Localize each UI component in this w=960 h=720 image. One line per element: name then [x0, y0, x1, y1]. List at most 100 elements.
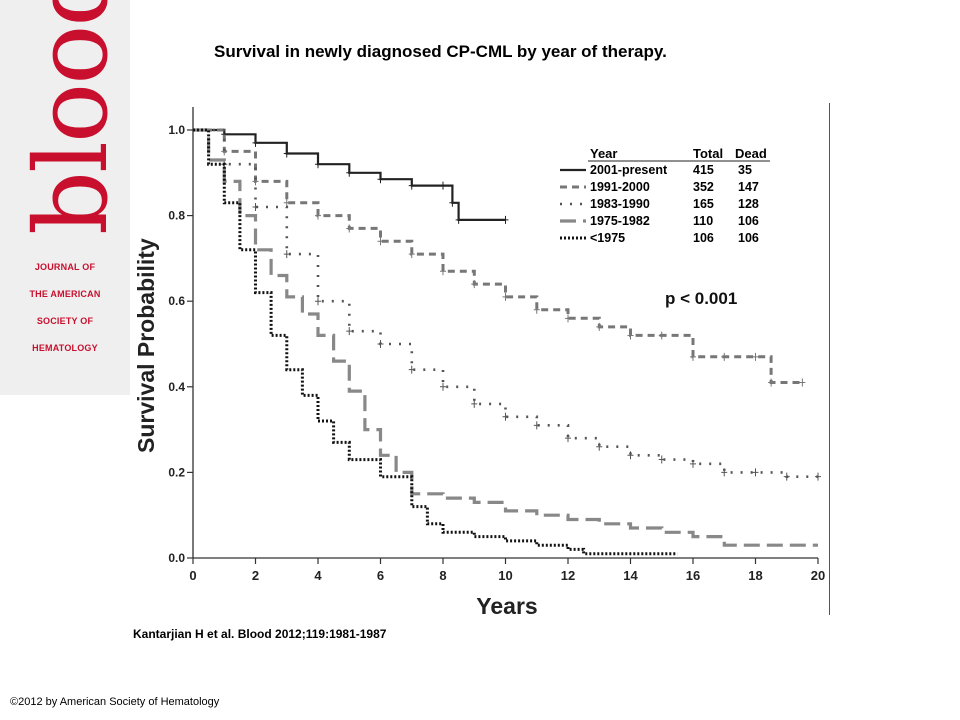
censor-mark [283, 149, 290, 158]
censor-mark [799, 378, 806, 387]
censor-mark [440, 181, 446, 190]
x-tick-label: 12 [561, 568, 575, 583]
censor-mark [627, 451, 634, 460]
legend-dead: 147 [738, 180, 759, 194]
legend-dead: 35 [738, 163, 752, 177]
x-tick-label: 14 [623, 568, 638, 583]
censor-mark [377, 175, 384, 184]
censor-mark [471, 399, 478, 408]
censor-mark [408, 365, 415, 374]
y-axis-label: Survival Probability [133, 238, 159, 453]
legend-total: 106 [693, 231, 714, 245]
censor-mark [533, 421, 540, 430]
censor-mark [596, 322, 603, 331]
y-tick-label: 0.6 [168, 294, 185, 308]
censor-mark [783, 472, 790, 481]
censor-mark [502, 412, 509, 421]
censor-mark [346, 224, 353, 233]
censor-mark [315, 160, 321, 169]
x-tick-label: 10 [498, 568, 512, 583]
legend-total: 165 [693, 197, 714, 211]
censor-mark [690, 352, 696, 361]
censor-mark [252, 138, 259, 147]
censor-mark [690, 459, 696, 468]
censor-mark [721, 468, 728, 477]
censor-mark [449, 198, 456, 207]
censor-mark [283, 250, 290, 259]
censor-mark [408, 250, 415, 259]
legend-series-name: 1975-1982 [590, 214, 650, 228]
censor-mark [283, 198, 290, 207]
y-tick-label: 0.8 [168, 209, 185, 223]
censor-mark [377, 237, 384, 246]
censor-mark [768, 378, 775, 387]
legend-dead: 128 [738, 197, 759, 211]
censor-mark [346, 327, 353, 336]
journal-logo-panel: blood JOURNAL OF THE AMERICAN SOCIETY OF… [0, 0, 130, 395]
censor-mark [565, 314, 571, 323]
y-tick-label: 0.4 [168, 380, 185, 394]
figure-title: Survival in newly diagnosed CP-CML by ye… [214, 42, 667, 61]
censor-mark [627, 331, 634, 340]
legend-header-dead: Dead [735, 146, 767, 161]
censor-mark [315, 297, 321, 306]
legend-series-name: 2001-present [590, 163, 668, 177]
censor-mark [596, 442, 603, 451]
x-axis-label: Years [476, 593, 537, 619]
censor-mark [471, 280, 478, 289]
journal-line: THE AMERICAN [29, 289, 101, 300]
legend-total: 415 [693, 163, 714, 177]
journal-line: HEMATOLOGY [32, 343, 98, 354]
chart-legend: Year Total Dead 2001-present 415 35 1991-2000 3… [560, 146, 770, 245]
citation: Kantarjian H et al. Blood 2012;119:1981-… [133, 627, 387, 641]
censor-mark [252, 203, 259, 212]
legend-dead: 106 [738, 231, 759, 245]
chart-series [193, 128, 821, 556]
censor-mark [658, 331, 665, 340]
x-tick-label: 6 [377, 568, 384, 583]
censor-mark [815, 472, 821, 481]
censor-mark [455, 215, 462, 224]
y-tick-label: 0.2 [168, 465, 185, 479]
censor-mark [752, 468, 759, 477]
x-tick-label: 18 [748, 568, 762, 583]
censor-mark [752, 352, 759, 361]
legend-header-year: Year [590, 146, 617, 161]
censor-mark [377, 340, 384, 348]
censor-mark [502, 292, 509, 301]
frame-divider [829, 103, 830, 615]
journal-line: SOCIETY OF [36, 316, 94, 327]
censor-mark [315, 211, 321, 220]
x-tick-label: 20 [811, 568, 825, 583]
p-value-annotation: p < 0.001 [665, 289, 737, 308]
censor-mark [408, 181, 415, 190]
legend-series-name: 1983-1990 [590, 197, 650, 211]
series-line-3 [193, 128, 818, 547]
legend-series-name: <1975 [590, 231, 625, 245]
x-tick-label: 0 [189, 568, 196, 583]
legend-series-name: 1991-2000 [590, 180, 650, 194]
journal-name: JOURNAL OF THE AMERICAN SOCIETY OF HEMAT… [18, 261, 112, 369]
chart-axes: 0 2 4 6 8 10 12 14 16 18 20 0.0 0.2 0.4 0.6 0.8 1.0 [168, 107, 825, 583]
censor-mark [440, 267, 446, 276]
censor-mark [533, 305, 540, 314]
journal-line: JOURNAL OF [34, 262, 96, 272]
x-tick-label: 2 [252, 568, 259, 583]
x-tick-label: 16 [686, 568, 700, 583]
y-tick-label: 1.0 [168, 123, 185, 137]
legend-header-total: Total [693, 146, 723, 161]
copyright: ©2012 by American Society of Hematology [10, 696, 220, 708]
legend-total: 352 [693, 180, 714, 194]
legend-total: 110 [693, 214, 713, 228]
x-tick-label: 8 [439, 568, 446, 583]
censor-mark [221, 147, 228, 156]
censor-mark [721, 352, 728, 361]
censor-mark [440, 382, 446, 391]
censor-mark [502, 215, 509, 224]
censor-mark [658, 455, 665, 464]
censor-mark [346, 168, 353, 177]
censor-mark [565, 434, 571, 443]
x-tick-label: 4 [314, 568, 322, 583]
legend-dead: 106 [738, 214, 759, 228]
